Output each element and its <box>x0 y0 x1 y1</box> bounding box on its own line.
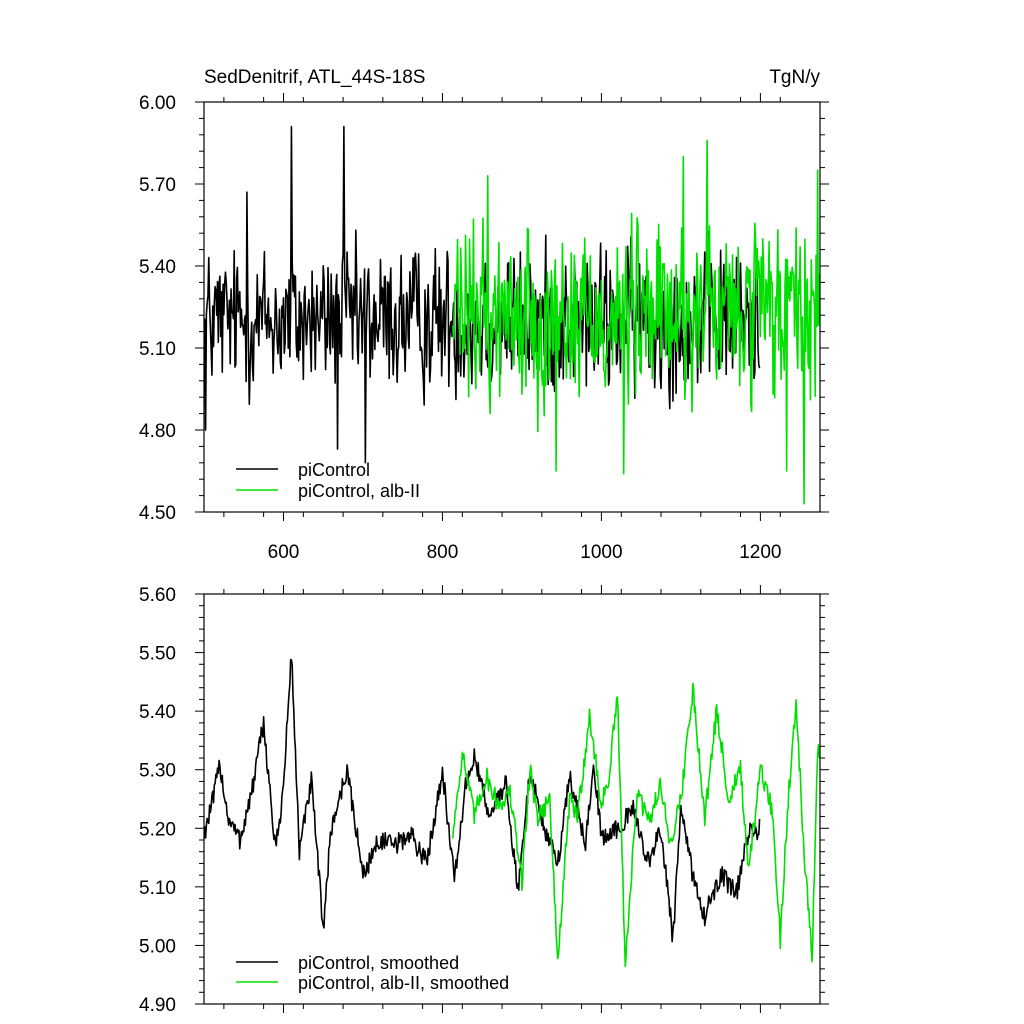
x-tick-label: 800 <box>427 542 459 563</box>
bottom-x-axis <box>223 585 781 1013</box>
legend-label-picontrol: piControl <box>298 460 370 480</box>
legend-label-picontrol-smoothed: piControl, smoothed <box>298 953 459 973</box>
legend-label-alb-ii: piControl, alb-II <box>298 481 420 501</box>
bottom-legend: piControl, smoothed piControl, alb-II, s… <box>236 953 509 993</box>
top-panel: SedDenitrif, ATL_44S-18S TgN/y 600 800 100… <box>139 67 829 563</box>
top-plot-area <box>204 125 820 505</box>
x-tick-label: 1000 <box>580 542 622 563</box>
bottom-plot-frame <box>203 593 821 1005</box>
y-tick-label: 5.40 <box>139 257 176 278</box>
top-series-alb-ii-line <box>451 139 820 505</box>
bottom-series-picontrol-line <box>204 658 761 943</box>
y-tick-label: 5.10 <box>139 339 176 360</box>
bottom-plot-area <box>204 658 820 968</box>
y-tick-label: 4.90 <box>139 995 176 1016</box>
top-y-axis: 4.50 4.80 5.10 5.40 5.70 6.00 <box>139 93 829 524</box>
legend-label-alb-ii-smoothed: piControl, alb-II, smoothed <box>298 973 509 993</box>
y-tick-label: 5.20 <box>139 819 176 840</box>
y-tick-label: 5.30 <box>139 761 176 782</box>
top-title: SedDenitrif, ATL_44S-18S <box>204 67 425 88</box>
top-units: TgN/y <box>769 67 820 88</box>
y-tick-label: 5.00 <box>139 936 176 957</box>
y-tick-label: 4.50 <box>139 503 176 524</box>
y-tick-label: 5.60 <box>139 585 176 606</box>
y-tick-label: 5.70 <box>139 175 176 196</box>
x-tick-label: 600 <box>268 542 300 563</box>
y-tick-label: 5.10 <box>139 878 176 899</box>
x-tick-label: 1200 <box>739 542 781 563</box>
bottom-series-alb-ii-line <box>451 682 820 968</box>
y-tick-label: 6.00 <box>139 93 176 114</box>
bottom-panel: 4.90 5.00 5.10 5.20 5.30 5.40 5.50 5.60 piContr… <box>139 585 829 1016</box>
top-legend: piControl piControl, alb-II <box>236 460 420 501</box>
y-tick-label: 4.80 <box>139 421 176 442</box>
y-tick-label: 5.40 <box>139 702 176 723</box>
bottom-y-axis: 4.90 5.00 5.10 5.20 5.30 5.40 5.50 5.60 <box>139 585 829 1016</box>
top-x-axis: 600 800 1000 1200 <box>223 93 782 563</box>
y-tick-label: 5.50 <box>139 644 176 665</box>
top-plot-frame <box>203 101 821 513</box>
